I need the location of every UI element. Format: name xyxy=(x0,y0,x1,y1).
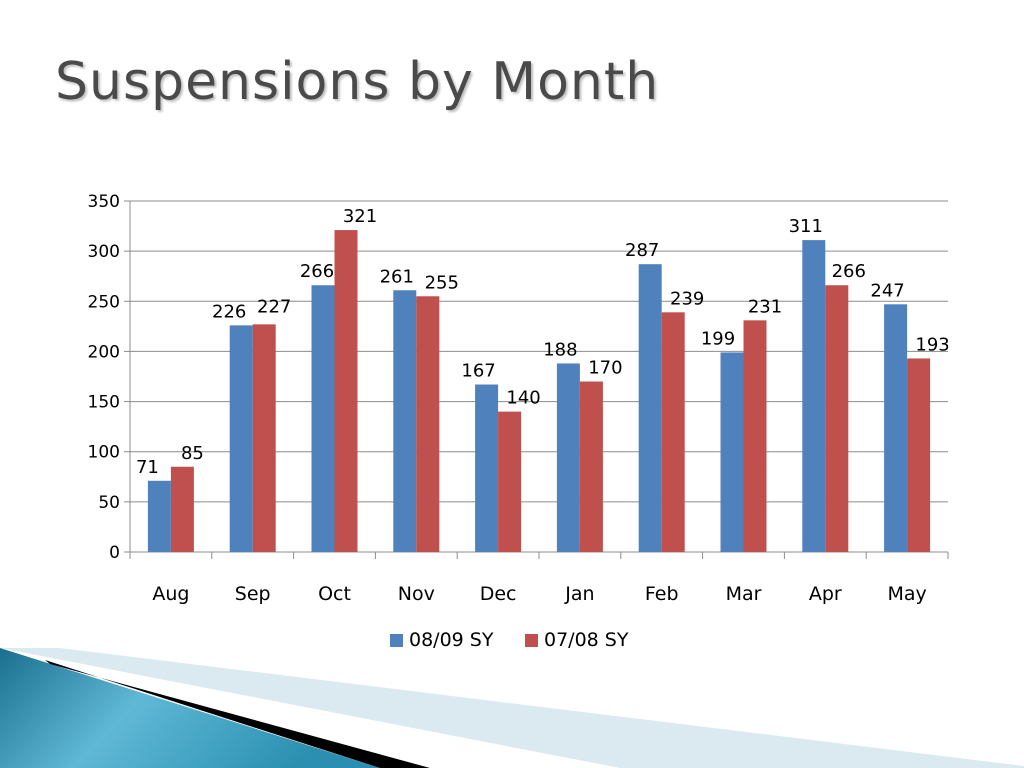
bar-sep-series-1 xyxy=(229,325,253,552)
legend-label-series-2: 07/08 SY xyxy=(544,629,629,651)
bar-may-series-1 xyxy=(884,304,908,552)
data-label: 311 xyxy=(789,216,823,237)
y-tick-label: 100 xyxy=(88,443,120,463)
y-tick-label: 300 xyxy=(88,242,120,262)
bar-mar-series-2 xyxy=(743,320,767,552)
data-label: 231 xyxy=(748,296,782,317)
data-label: 85 xyxy=(181,443,204,464)
x-category-label: Nov xyxy=(398,583,435,605)
bar-feb-series-1 xyxy=(638,264,662,552)
bar-dec-series-2 xyxy=(498,411,522,552)
data-label: 226 xyxy=(212,301,246,322)
bar-oct-series-1 xyxy=(311,285,335,552)
y-tick-label: 50 xyxy=(98,493,120,513)
x-category-label: May xyxy=(887,583,926,605)
y-tick-label: 150 xyxy=(88,393,120,413)
decor-light-stripe xyxy=(0,648,1024,768)
bar-jan-series-2 xyxy=(579,381,603,552)
legend-swatch-series-1 xyxy=(390,634,403,647)
bar-jan-series-1 xyxy=(556,363,580,552)
y-tick-label: 0 xyxy=(109,543,120,563)
data-label: 188 xyxy=(543,339,577,360)
data-label: 321 xyxy=(343,206,377,227)
bar-feb-series-2 xyxy=(661,312,685,552)
x-category-label: Oct xyxy=(318,583,351,605)
bar-sep-series-2 xyxy=(252,324,276,552)
x-category-label: Feb xyxy=(645,583,679,605)
y-tick-label: 350 xyxy=(88,192,120,212)
bar-aug-series-2 xyxy=(170,466,194,552)
data-label: 140 xyxy=(506,388,540,409)
decor-teal-wedge xyxy=(0,648,380,768)
bar-oct-series-2 xyxy=(334,230,358,552)
data-label: 266 xyxy=(832,261,866,282)
data-labels: 71 226 266 261 167 188 287 199 311 247 85 227 321 255… xyxy=(136,206,950,478)
data-label: 255 xyxy=(425,272,459,293)
legend: 08/09 SY 07/08 SY xyxy=(390,629,629,651)
bar-may-series-2 xyxy=(907,358,931,552)
legend-swatch-series-2 xyxy=(525,634,538,647)
data-label: 193 xyxy=(915,334,949,355)
bar-aug-series-1 xyxy=(147,480,171,552)
x-category-label: Dec xyxy=(480,583,517,605)
x-category-label: Mar xyxy=(726,583,762,605)
data-label: 247 xyxy=(870,280,904,301)
data-label: 287 xyxy=(625,240,659,261)
axes: 0 50 100 150 200 250 300 350 Aug Sep Oct Nov Dec Jan F… xyxy=(88,192,949,605)
bar-nov-series-2 xyxy=(416,296,440,552)
data-label: 167 xyxy=(461,361,495,382)
data-label: 199 xyxy=(701,328,735,349)
x-category-label: Jan xyxy=(564,583,594,605)
data-label: 261 xyxy=(380,266,414,287)
bar-mar-series-1 xyxy=(720,352,744,552)
x-category-label: Apr xyxy=(809,583,842,605)
data-label: 170 xyxy=(588,358,622,379)
data-label: 71 xyxy=(136,457,159,478)
bar-apr-series-1 xyxy=(802,240,826,552)
bar-dec-series-1 xyxy=(475,384,499,552)
x-category-label: Aug xyxy=(152,583,189,605)
slide-title: Suspensions by Month xyxy=(55,52,660,112)
bars xyxy=(147,230,931,552)
data-label: 227 xyxy=(257,296,291,317)
bar-apr-series-2 xyxy=(825,285,849,552)
y-tick-label: 200 xyxy=(88,342,120,362)
legend-label-series-1: 08/09 SY xyxy=(409,629,494,651)
data-label: 239 xyxy=(670,288,704,309)
y-tick-label: 250 xyxy=(88,292,120,312)
x-category-label: Sep xyxy=(235,583,271,605)
data-label: 266 xyxy=(300,261,334,282)
bar-nov-series-1 xyxy=(393,290,417,552)
